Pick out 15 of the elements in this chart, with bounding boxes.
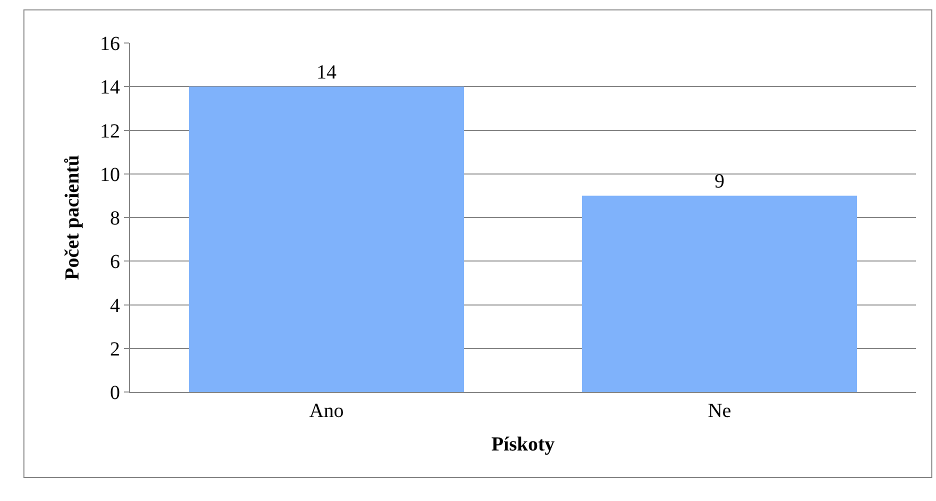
x-axis-title: Pískoty: [491, 434, 555, 456]
y-tick-label: 16: [100, 33, 120, 55]
y-tick-label: 4: [110, 294, 120, 317]
y-axis-title: Počet pacientů: [62, 155, 84, 280]
y-tick-label: 0: [110, 382, 120, 404]
y-tick-label: 6: [110, 251, 120, 274]
x-tick-label: Ne: [708, 400, 732, 422]
y-tick-label: 12: [100, 120, 120, 142]
data-label: 9: [714, 170, 724, 193]
y-tick-label: 10: [100, 164, 120, 186]
y-tick-label: 8: [110, 208, 120, 230]
x-tick-label: Ano: [309, 400, 344, 422]
data-label: 14: [316, 62, 336, 84]
y-tick-label: 2: [110, 338, 120, 360]
y-tick-label: 14: [100, 76, 120, 99]
